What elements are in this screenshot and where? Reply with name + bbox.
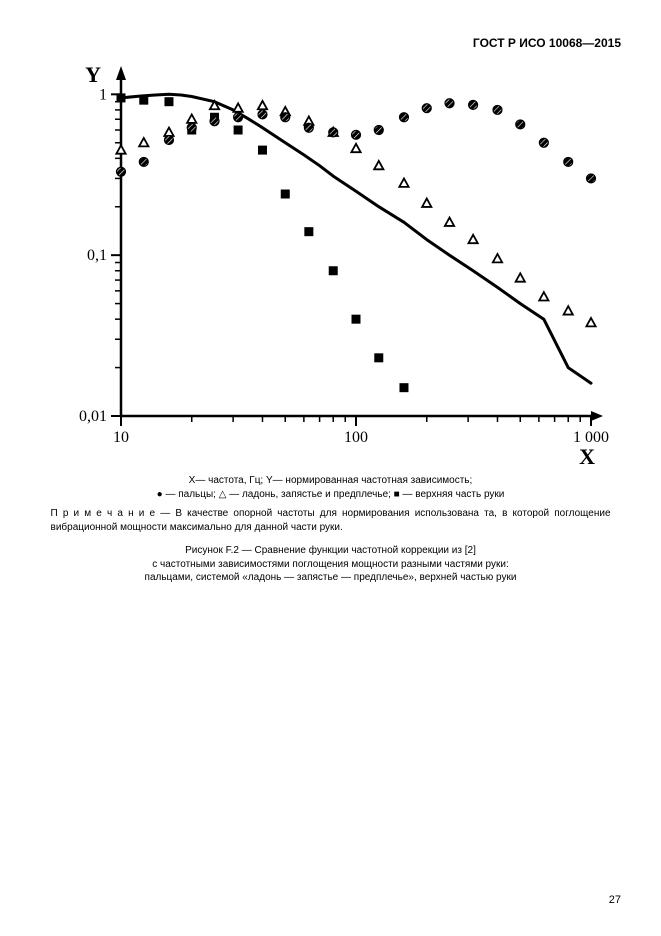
chart-loglog: 0,010,11101001 000YX — [51, 56, 611, 466]
caption-note: П р и м е ч а н и е — В качестве опорной… — [51, 507, 611, 534]
caption-line-2: ● — пальцы; △ — ладонь, запястье и предп… — [51, 488, 611, 502]
svg-text:10: 10 — [113, 429, 129, 446]
figure-title-3: пальцами, системой «ладонь — запястье — … — [51, 571, 611, 585]
standard-id: ГОСТ Р ИСО 10068—2015 — [40, 36, 621, 50]
svg-text:X: X — [579, 444, 595, 466]
figure-title: Рисунок F.2 — Сравнение функции частотно… — [51, 544, 611, 585]
figure-title-1: Рисунок F.2 — Сравнение функции частотно… — [51, 544, 611, 558]
svg-text:0,1: 0,1 — [87, 247, 107, 264]
caption-line-1: X— частота, Гц; Y— нормированная частотн… — [51, 474, 611, 488]
svg-text:Y: Y — [85, 62, 101, 87]
note-label: П р и м е ч а н и е — [51, 508, 156, 519]
caption-block: X— частота, Гц; Y— нормированная частотн… — [51, 474, 611, 585]
page: ГОСТ Р ИСО 10068—2015 0,010,11101001 000… — [0, 0, 661, 936]
page-number: 27 — [609, 894, 621, 906]
chart-svg: 0,010,11101001 000YX — [51, 56, 611, 466]
svg-text:100: 100 — [344, 429, 368, 446]
svg-text:0,01: 0,01 — [79, 408, 107, 425]
figure-title-2: с частотными зависимостями поглощения мо… — [51, 558, 611, 572]
svg-text:1: 1 — [99, 86, 107, 103]
